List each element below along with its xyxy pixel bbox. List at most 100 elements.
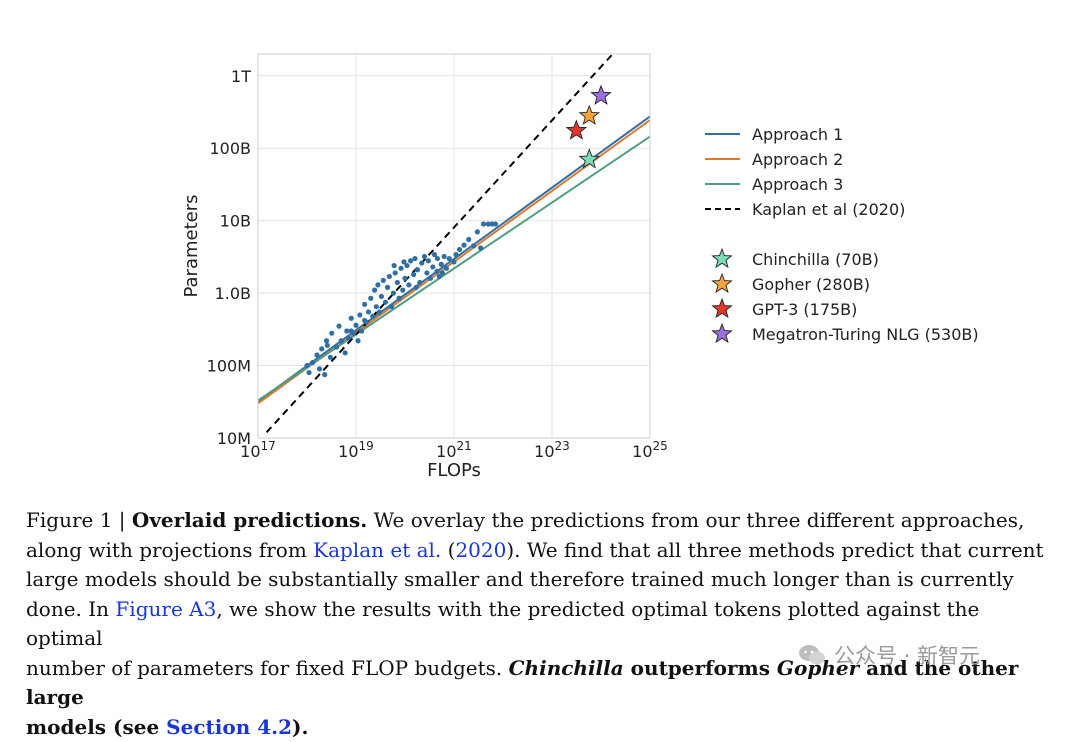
observation-point: [368, 296, 373, 301]
caption-text: We overlay the predictions from our thre…: [367, 508, 1024, 532]
caption-figure-number: Figure 1 |: [26, 508, 132, 532]
observation-point: [362, 302, 367, 307]
observation-point: [324, 338, 329, 343]
y-axis-label: Parameters: [181, 194, 202, 297]
observation-point: [339, 338, 344, 343]
y-tick-label: 1T: [231, 67, 251, 86]
observation-point: [397, 296, 402, 301]
observation-point: [430, 264, 435, 269]
observation-point: [426, 258, 431, 263]
observation-point: [442, 254, 447, 259]
x-axis-label: FLOPs: [427, 460, 481, 481]
legend-label: Approach 1: [752, 125, 843, 144]
legend-label: GPT-3 (175B): [752, 300, 857, 319]
observation-point: [447, 256, 452, 261]
observation-point: [422, 254, 427, 259]
caption-text: (: [441, 538, 455, 562]
observation-point: [493, 221, 498, 226]
observation-point: [366, 309, 371, 314]
observation-point: [322, 372, 327, 377]
series-line: [267, 41, 625, 432]
observation-point: [346, 335, 351, 340]
caption-line-6: models (see Section 4.2).: [26, 713, 1058, 742]
figure-a3-link[interactable]: Figure A3: [115, 597, 216, 621]
caption-text: along with projections from: [26, 538, 313, 562]
chinchilla-emphasis: Chinchilla: [509, 656, 624, 680]
observation-point: [398, 266, 403, 271]
observation-point: [400, 288, 405, 293]
observation-point: [387, 274, 392, 279]
figure-caption: Figure 1 | Overlaid predictions. We over…: [26, 506, 1058, 742]
observation-point: [362, 318, 367, 323]
observation-point: [451, 259, 456, 264]
y-tick-label: 100B: [209, 139, 251, 158]
observation-point: [417, 280, 422, 285]
observation-point: [359, 328, 364, 333]
observation-point: [374, 304, 379, 309]
kaplan-year-link[interactable]: 2020: [455, 538, 506, 562]
observation-point: [336, 324, 341, 329]
caption-line-3: large models should be substantially sma…: [26, 565, 1058, 595]
observation-point: [314, 352, 319, 357]
model-star: [591, 86, 610, 104]
legend-label: Kaplan et al (2020): [752, 200, 905, 219]
observation-point: [478, 245, 483, 250]
legend-star: [712, 299, 731, 317]
observation-point: [306, 370, 311, 375]
legend-label: Approach 3: [752, 175, 843, 194]
observation-point: [349, 328, 354, 333]
observation-point: [389, 304, 394, 309]
observation-point: [375, 282, 380, 287]
observation-point: [434, 269, 439, 274]
observation-point: [353, 323, 358, 328]
observation-point: [325, 343, 330, 348]
observation-point: [461, 243, 466, 248]
observation-point: [329, 331, 334, 336]
observation-point: [357, 312, 362, 317]
observation-point: [393, 270, 398, 275]
section-4-2-link[interactable]: Section 4.2: [166, 715, 292, 739]
y-tick-label: 100M: [207, 357, 251, 376]
caption-text: ). We find that all three methods predic…: [506, 538, 1043, 562]
legend-label: Chinchilla (70B): [752, 250, 879, 269]
x-tick-label: 1023: [534, 439, 570, 461]
x-tick-label: 1019: [338, 439, 374, 461]
observation-point: [395, 280, 400, 285]
observation-point: [379, 294, 384, 299]
x-tick-label: 1025: [632, 439, 668, 461]
observation-point: [411, 272, 416, 277]
observation-point: [440, 270, 445, 275]
legend-label: Gopher (280B): [752, 275, 870, 294]
caption-text: outperforms: [624, 656, 777, 680]
y-tick-label: 10B: [220, 212, 251, 231]
observation-point: [435, 256, 440, 261]
observation-point: [343, 350, 348, 355]
model-stars: [567, 86, 611, 168]
observation-point: [372, 288, 377, 293]
caption-text: number of parameters for fixed FLOP budg…: [26, 656, 509, 680]
legend-star: [712, 274, 731, 292]
model-star: [567, 121, 586, 139]
legend-label: Megatron-Turing NLG (530B): [752, 325, 979, 344]
observation-point: [391, 291, 396, 296]
observation-point: [334, 344, 339, 349]
observation-point: [428, 276, 433, 281]
observation-point: [401, 259, 406, 264]
observation-point: [349, 316, 354, 321]
observation-point: [424, 270, 429, 275]
observation-point: [457, 247, 462, 252]
observation-point: [383, 300, 388, 305]
y-tick-label: 10M: [217, 429, 251, 448]
caption-text: done. In: [26, 597, 115, 621]
kaplan-citation-link[interactable]: Kaplan et al.: [313, 538, 441, 562]
watermark: 公众号 · 新智元: [798, 640, 1058, 670]
observation-point: [381, 278, 386, 283]
observation-point: [414, 285, 419, 290]
observation-point: [402, 276, 407, 281]
x-tick-label: 1021: [436, 439, 472, 461]
observation-point: [377, 309, 382, 314]
observation-point: [475, 229, 480, 234]
